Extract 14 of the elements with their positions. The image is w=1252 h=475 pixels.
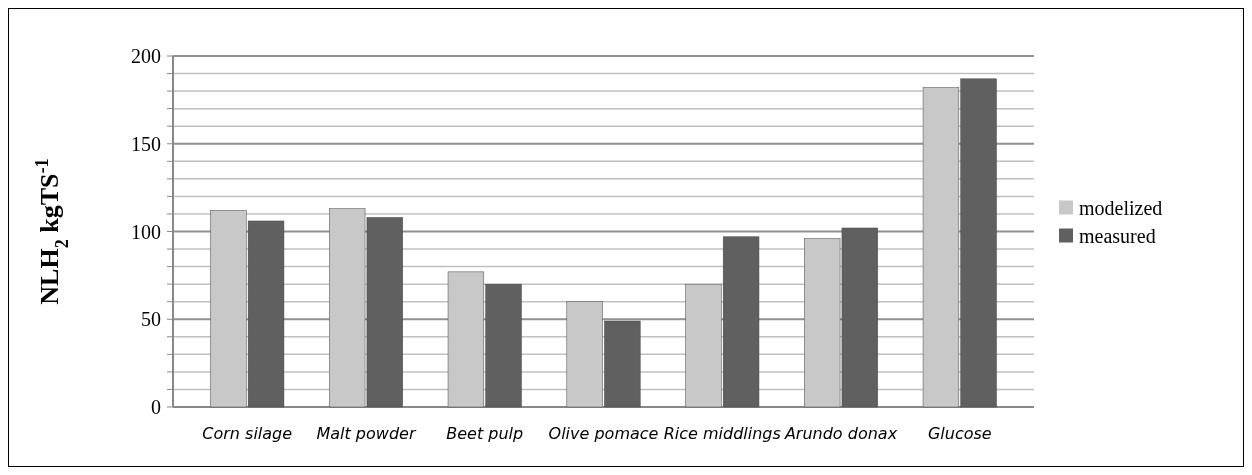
legend-label: measured xyxy=(1079,224,1156,247)
x-tick-label: Olive pomace xyxy=(548,424,659,443)
x-tick-label: Glucose xyxy=(927,424,992,443)
legend-label: modelized xyxy=(1079,196,1163,219)
y-tick-label: 200 xyxy=(131,45,161,67)
y-tick-label: 50 xyxy=(141,308,161,331)
x-tick-label: Rice middlings xyxy=(663,424,781,443)
x-tick-label: Malt powder xyxy=(316,424,417,443)
y-tick-label: 150 xyxy=(131,132,161,155)
x-tick-label: Beet pulp xyxy=(446,424,524,443)
x-tick-label: Arundo donax xyxy=(783,424,898,443)
x-tick-label: Corn silage xyxy=(202,424,293,443)
y-tick-label: 100 xyxy=(131,220,161,243)
y-tick-label: 0 xyxy=(151,396,161,418)
